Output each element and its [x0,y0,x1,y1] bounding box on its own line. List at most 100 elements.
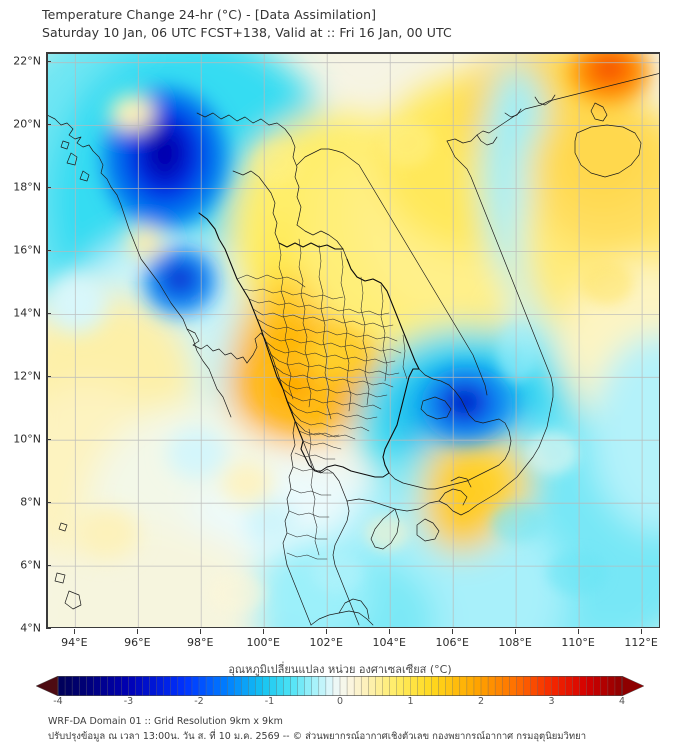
colorbar-cell [100,676,108,696]
colorbar-tick-label: 3 [548,696,555,707]
colorbar-cell [234,676,242,696]
anomaly-field-cores [47,53,650,559]
map-plot-area [46,52,660,628]
colorbar-cell [332,676,341,696]
colorbar-cell [149,676,158,696]
colorbar-cell [551,676,560,696]
colorbar-cell [452,676,461,696]
colorbar-cell [78,676,87,696]
x-tick-label: 100°E [246,636,280,649]
footer-credit: ปรับปรุงข้อมูล ณ เวลา 13:00น. วัน ส. ที่… [48,731,587,742]
y-tick-label: 10°N [13,432,41,446]
colorbar-cell [93,676,101,696]
colorbar-cell [128,676,137,696]
x-tick-label: 94°E [61,636,88,649]
colorbar-cell [269,676,278,696]
colorbar-cell [283,676,292,696]
colorbar-cell [586,676,595,696]
x-tick-mark [452,629,454,634]
colorbar-cell [558,676,567,696]
colorbar-cell [445,676,454,696]
colorbar-cell [403,676,412,696]
x-tick-label: 112°E [624,636,658,649]
colorbar-cell [572,676,581,696]
colorbar-extend-min [36,676,59,696]
colorbar-cell [607,676,616,696]
colorbar-cell [142,676,151,696]
y-tick-label: 20°N [13,117,41,131]
colorbar-cell [212,676,221,696]
colorbar-cell [107,676,115,696]
colorbar-cell [360,676,369,696]
colorbar-cell [339,676,348,696]
colorbar-cell [494,676,503,696]
colorbar-cell [184,676,193,696]
colorbar-cell [227,676,235,696]
colorbar-cell [530,676,538,696]
colorbar-cell [368,676,376,696]
temperature-anomaly-map [47,53,659,627]
colorbar-border [57,676,623,696]
colorbar: อุณหภูมิเปลี่ยนแปลง หน่วย องศาเซลเซียส (… [36,660,644,707]
colorbar-cell [431,676,440,696]
colorbar-cell [459,676,468,696]
colorbar-cell [57,676,66,696]
y-tick-mark [46,187,51,189]
x-tick-label: 110°E [561,636,595,649]
colorbar-extend-max [621,676,644,696]
colorbar-tick-label: 4 [618,696,626,707]
colorbar-cell [262,676,271,696]
x-tick-label: 108°E [498,636,532,649]
colorbar-cell [114,676,122,696]
colorbar-cell [64,676,73,696]
colorbar-cell [600,676,609,696]
colorbar-tick-label: -3 [123,696,134,707]
y-tick-mark [46,313,51,315]
anomaly-field-texture [209,119,633,613]
colorbar-tick-label: 0 [336,696,344,707]
colorbar-cell [163,676,172,696]
colorbar-cell [205,676,214,696]
colorbar-cell [480,676,489,696]
colorbar-cell [473,676,482,696]
colorbar-cell [579,676,588,696]
colorbar-cell [311,676,320,696]
colorbar-cell [325,676,334,696]
colorbar-cell [156,676,165,696]
chart-title: Temperature Change 24-hr (°C) - [Data As… [42,7,377,22]
colorbar-cell [86,676,94,696]
colorbar-cell [191,676,200,696]
x-tick-mark [326,629,328,634]
colorbar-cell [177,676,186,696]
x-tick-mark [263,629,265,634]
y-tick-mark [46,565,51,567]
colorbar-cell [537,676,545,696]
colorbar-cell [297,676,306,696]
y-axis: 4°N 6°N 8°N 10°N 12°N 14°N 16°N 18°N 20°N 22°N [0,52,41,635]
colorbar-cell [438,676,447,696]
colorbar-cell [593,676,602,696]
colorbar-cell [71,676,80,696]
colorbar-cell [523,676,531,696]
x-tick-mark [641,629,643,634]
colorbar-cell [544,676,553,696]
colorbar-tick-label: -4 [53,696,63,707]
colorbar-cell [565,676,574,696]
colorbar-cell [487,676,496,696]
y-tick-label: 18°N [13,180,41,194]
y-tick-mark [46,502,51,504]
y-tick-mark [46,61,51,63]
colorbar-cell [375,676,383,696]
x-tick-label: 102°E [309,636,343,649]
y-tick-label: 8°N [20,495,41,509]
y-tick-mark [46,439,51,441]
x-tick-mark [74,629,76,634]
colorbar-cell [466,676,475,696]
x-tick-label: 96°E [124,636,151,649]
y-tick-label: 16°N [13,243,41,257]
y-tick-label: 6°N [20,558,41,572]
colorbar-cell [255,676,263,696]
colorbar-cell [509,676,517,696]
colorbar-cell [424,676,433,696]
footer-block: WRF-DA Domain 01 :: Grid Resolution 9km … [48,714,668,744]
